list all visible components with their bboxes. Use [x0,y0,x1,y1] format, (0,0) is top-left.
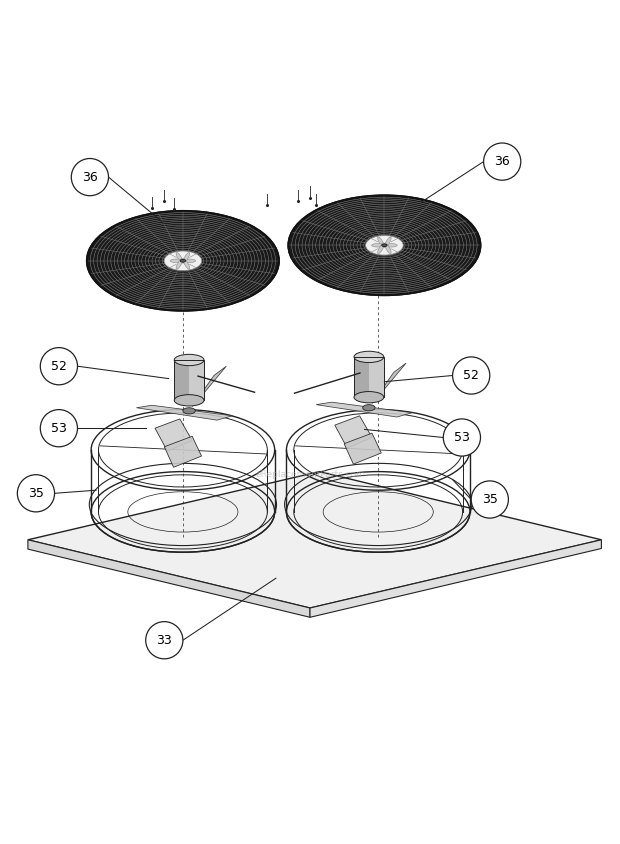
Ellipse shape [164,251,202,271]
Polygon shape [136,405,232,420]
Ellipse shape [180,259,185,262]
Polygon shape [155,419,192,452]
Text: 36: 36 [494,155,510,168]
Polygon shape [316,402,412,417]
Ellipse shape [183,408,195,414]
Text: eReplacementParts.com: eReplacementParts.com [255,470,365,479]
Ellipse shape [183,258,190,269]
Ellipse shape [176,258,183,269]
Text: 35: 35 [482,493,498,506]
Polygon shape [28,472,601,608]
Ellipse shape [176,252,183,263]
Ellipse shape [174,395,204,406]
Text: 36: 36 [82,170,98,184]
Ellipse shape [371,244,384,247]
Ellipse shape [382,244,387,246]
Polygon shape [28,540,310,617]
Circle shape [40,348,78,385]
Ellipse shape [174,354,204,365]
Polygon shape [174,360,189,400]
Polygon shape [372,363,406,403]
Ellipse shape [366,235,403,255]
Ellipse shape [354,392,384,403]
Circle shape [443,419,480,456]
Text: 33: 33 [156,634,172,647]
Ellipse shape [170,259,182,262]
Ellipse shape [354,351,384,363]
Ellipse shape [183,252,190,263]
Circle shape [471,481,508,518]
Polygon shape [354,357,369,398]
Polygon shape [344,433,381,464]
Ellipse shape [378,237,384,247]
Polygon shape [189,360,204,400]
Ellipse shape [368,249,401,257]
Ellipse shape [384,243,391,254]
Ellipse shape [385,244,397,247]
Text: 53: 53 [454,431,470,444]
Text: 52: 52 [51,360,67,373]
Text: 35: 35 [28,487,44,500]
Ellipse shape [384,237,391,247]
Ellipse shape [167,264,199,273]
Text: 52: 52 [463,369,479,382]
Text: 53: 53 [51,422,67,435]
Circle shape [484,143,521,181]
Circle shape [17,474,55,512]
Circle shape [453,357,490,394]
Ellipse shape [87,211,279,311]
Polygon shape [369,357,384,398]
Ellipse shape [288,195,480,295]
Circle shape [146,622,183,659]
Polygon shape [164,436,202,468]
Polygon shape [335,416,372,448]
Ellipse shape [363,404,375,411]
Circle shape [71,159,108,196]
Ellipse shape [184,259,196,262]
Ellipse shape [378,243,384,254]
Circle shape [40,409,78,446]
Polygon shape [310,540,601,617]
Polygon shape [192,366,226,407]
